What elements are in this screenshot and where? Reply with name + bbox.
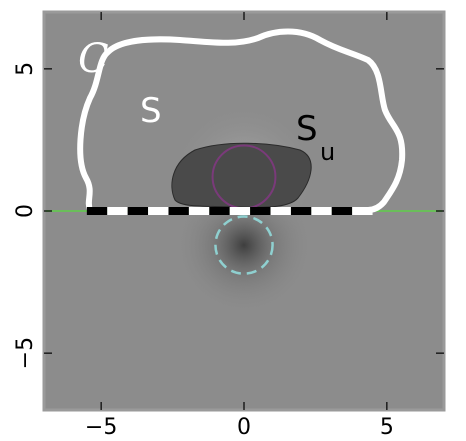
boundary-segment-piece	[352, 207, 373, 215]
boundary-segment-piece	[229, 207, 251, 215]
label-su-subscript: u	[320, 138, 335, 166]
boundary-segment-piece	[270, 207, 291, 215]
curve-c	[77, 28, 406, 213]
boundary-segment-piece	[86, 207, 108, 215]
boundary-segment-piece	[250, 207, 271, 215]
x-tick-label: 5	[380, 415, 394, 440]
y-tick-label: 0	[13, 204, 38, 218]
x-tick-label: 0	[237, 415, 251, 440]
boundary-segment-piece	[331, 207, 353, 215]
boundary-segment-piece	[148, 207, 169, 215]
boundary-segment-piece	[209, 207, 230, 215]
boundary-segment-piece	[168, 207, 189, 215]
label-su: S	[296, 109, 318, 149]
y-tick-label: 5	[13, 62, 38, 76]
region-su	[171, 142, 312, 208]
boundary-segment-piece	[188, 207, 210, 215]
label-c: C	[78, 36, 109, 82]
boundary-segment-piece	[127, 207, 149, 215]
label-s: S	[140, 91, 162, 131]
boundary-segment	[86, 207, 373, 215]
x-tick-label: −5	[85, 415, 117, 440]
axis-ticks: −5 0 5 5 0 −5	[13, 12, 444, 440]
boundary-segment-piece	[290, 207, 312, 215]
boundary-segment-piece	[107, 207, 128, 215]
y-tick-label: −5	[13, 337, 38, 369]
boundary-segment-piece	[311, 207, 332, 215]
lower-image-circle	[214, 215, 274, 275]
